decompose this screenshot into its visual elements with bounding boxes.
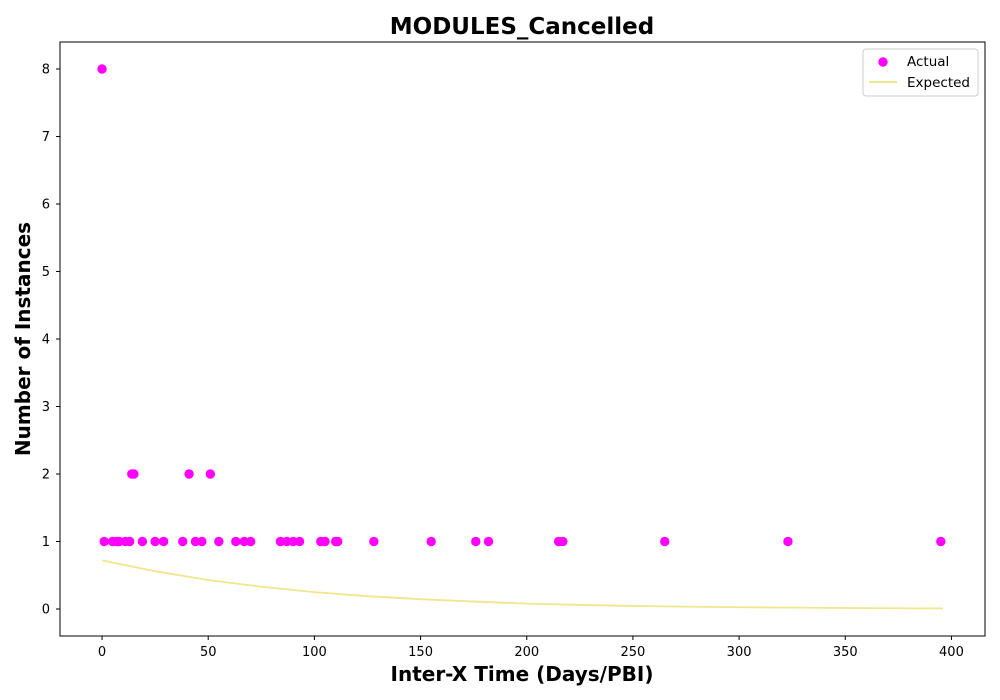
- x-tick-label: 350: [833, 645, 858, 660]
- actual-data-point: [294, 536, 305, 547]
- actual-data-point: [205, 469, 216, 479]
- actual-data-point: [129, 469, 139, 479]
- x-axis-label: Inter-X Time (Days/PBI): [391, 662, 654, 686]
- legend: Actual Expected: [862, 48, 979, 97]
- series-point-layer: [97, 64, 946, 547]
- legend-frame: [862, 48, 979, 97]
- y-tick-label: 4: [42, 333, 50, 348]
- x-tick-label: 300: [727, 645, 752, 660]
- y-tick-label: 5: [42, 265, 50, 280]
- y-tick-label: 0: [42, 603, 50, 618]
- y-axis-label: Number of Instances: [11, 222, 35, 456]
- legend-marker-actual: [878, 57, 888, 67]
- y-tick-label: 3: [42, 400, 50, 415]
- actual-data-point: [320, 536, 330, 547]
- x-tick-label: 400: [939, 645, 964, 660]
- expected-series-line: [101, 559, 943, 610]
- actual-data-point: [197, 536, 207, 547]
- x-tick-label: 150: [408, 645, 433, 660]
- actual-data-point: [158, 536, 169, 547]
- actual-data-point: [214, 536, 224, 547]
- x-axis: 0 50 100 150 200 250 300 350 400: [98, 636, 964, 660]
- actual-data-point: [124, 536, 135, 547]
- actual-data-point: [471, 536, 481, 547]
- actual-data-point: [783, 536, 793, 547]
- x-tick-label: 250: [621, 645, 646, 660]
- y-axis: 0 1 2 3 4 5 6 7 8: [42, 63, 60, 618]
- actual-data-point: [936, 536, 946, 547]
- plot-area: [59, 41, 986, 637]
- legend-label-actual: Actual: [907, 54, 949, 70]
- actual-data-point: [245, 536, 256, 547]
- actual-data-point: [97, 64, 107, 74]
- actual-data-point: [558, 536, 568, 547]
- actual-data-point: [333, 536, 343, 547]
- legend-label-expected: Expected: [907, 75, 970, 91]
- chart-title: MODULES_Cancelled: [390, 14, 654, 40]
- series-line-layer: [101, 559, 943, 610]
- actual-data-point: [184, 469, 194, 479]
- actual-data-point: [660, 536, 670, 547]
- x-tick-label: 200: [514, 645, 539, 660]
- y-tick-label: 2: [42, 468, 50, 483]
- x-tick-label: 0: [98, 645, 106, 660]
- y-tick-label: 6: [42, 198, 50, 213]
- actual-data-point: [426, 536, 436, 547]
- actual-data-point: [150, 536, 160, 547]
- y-tick-label: 1: [42, 535, 50, 550]
- actual-data-point: [231, 536, 241, 547]
- actual-data-point: [369, 536, 379, 547]
- actual-data-point: [483, 536, 494, 547]
- actual-data-point: [137, 536, 148, 547]
- actual-data-point: [178, 536, 188, 547]
- x-tick-label: 100: [302, 645, 327, 660]
- x-tick-label: 50: [200, 645, 217, 660]
- y-tick-label: 7: [42, 130, 50, 145]
- actual-data-point: [99, 536, 109, 547]
- y-tick-label: 8: [42, 63, 50, 78]
